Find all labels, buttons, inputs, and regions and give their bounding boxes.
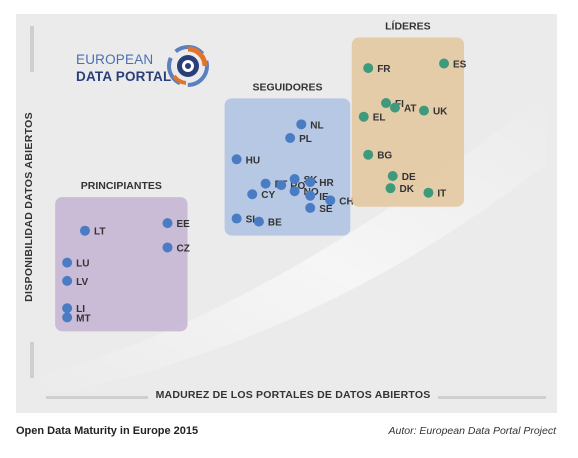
- point-label-at: AT: [404, 104, 417, 115]
- group-title-1: SEGUIDORES: [252, 81, 322, 93]
- point-mt: [62, 312, 73, 323]
- point-label-nl: NL: [310, 120, 323, 131]
- point-label-ee: EE: [177, 219, 191, 230]
- point-be: [253, 216, 264, 227]
- point-label-hr: HR: [319, 178, 334, 189]
- portal-logo-icon: [167, 45, 209, 87]
- point-label-uk: UK: [433, 107, 448, 118]
- point-de: [387, 171, 398, 181]
- group-box-2: [351, 37, 465, 207]
- group-title-2: LÍDERES: [385, 20, 431, 33]
- point-sk: [289, 174, 300, 185]
- figure-author: Autor: European Data Portal Project: [388, 425, 556, 437]
- european-data-portal-logo: EUROPEAN DATA PORTAL: [76, 44, 236, 104]
- point-cy: [247, 189, 258, 200]
- point-si: [231, 213, 242, 224]
- point-lu: [62, 257, 73, 268]
- point-pt: [260, 178, 271, 189]
- figure-caption: Open Data Maturity in Europe 2015: [16, 425, 199, 437]
- point-ro: [276, 180, 287, 191]
- point-label-mt: MT: [76, 313, 90, 324]
- point-hu: [231, 154, 242, 165]
- point-label-pl: PL: [299, 134, 312, 145]
- point-label-ie: IE: [319, 192, 329, 203]
- point-label-li: LI: [76, 304, 85, 315]
- y-axis-label: DISPONIBILIDAD DATOS ABIERTOS: [23, 72, 39, 342]
- point-li: [62, 303, 73, 314]
- point-label-cz: CZ: [177, 243, 190, 254]
- point-label-de: DE: [402, 172, 416, 183]
- point-ie: [305, 190, 316, 201]
- point-lv: [62, 275, 73, 286]
- point-label-bg: BG: [377, 151, 392, 162]
- point-label-hu: HU: [246, 155, 260, 166]
- point-label-es: ES: [453, 60, 467, 71]
- logo-line1: EUROPEAN: [76, 52, 154, 67]
- point-label-lu: LU: [76, 259, 89, 270]
- point-label-si: SI: [246, 215, 256, 226]
- point-ee: [162, 218, 173, 229]
- point-label-lv: LV: [76, 277, 88, 288]
- point-no: [289, 186, 300, 197]
- point-label-lt: LT: [94, 227, 105, 238]
- point-se: [305, 202, 316, 213]
- point-label-cy: CY: [261, 190, 275, 201]
- point-label-el: EL: [373, 113, 386, 124]
- point-fr: [363, 63, 374, 74]
- point-label-se: SE: [319, 204, 333, 215]
- diagonal-band: [46, 94, 546, 396]
- point-label-dk: DK: [400, 184, 415, 195]
- point-es: [439, 58, 450, 69]
- point-pl: [285, 133, 296, 143]
- point-hr: [305, 177, 316, 188]
- point-label-ch: CH: [339, 196, 353, 207]
- point-cz: [162, 242, 173, 253]
- point-at: [389, 102, 400, 113]
- point-label-fr: FR: [377, 64, 391, 75]
- group-title-0: PRINCIPIANTES: [81, 180, 162, 192]
- logo-line2: DATA PORTAL: [76, 69, 172, 84]
- group-box-1: [224, 98, 351, 236]
- point-uk: [418, 105, 429, 116]
- point-dk: [385, 183, 396, 194]
- point-nl: [296, 119, 307, 130]
- point-ch: [325, 195, 336, 206]
- point-label-it: IT: [437, 189, 446, 200]
- chart-figure: PRINCIPIANTES LT EE CZ LU LV LI MT SEGUIDORES NL P…: [16, 14, 557, 413]
- point-el: [358, 111, 369, 122]
- point-label-ro: RO: [290, 181, 305, 192]
- point-fi: [381, 98, 392, 109]
- x-axis-label: MADUREZ DE LOS PORTALES DE DATOS ABIERTO…: [148, 389, 438, 405]
- point-lt: [79, 225, 90, 236]
- point-bg: [363, 149, 374, 160]
- point-label-be: BE: [268, 218, 282, 229]
- point-it: [423, 187, 434, 198]
- group-box-0: [55, 197, 188, 332]
- point-label-fi: FI: [395, 99, 404, 110]
